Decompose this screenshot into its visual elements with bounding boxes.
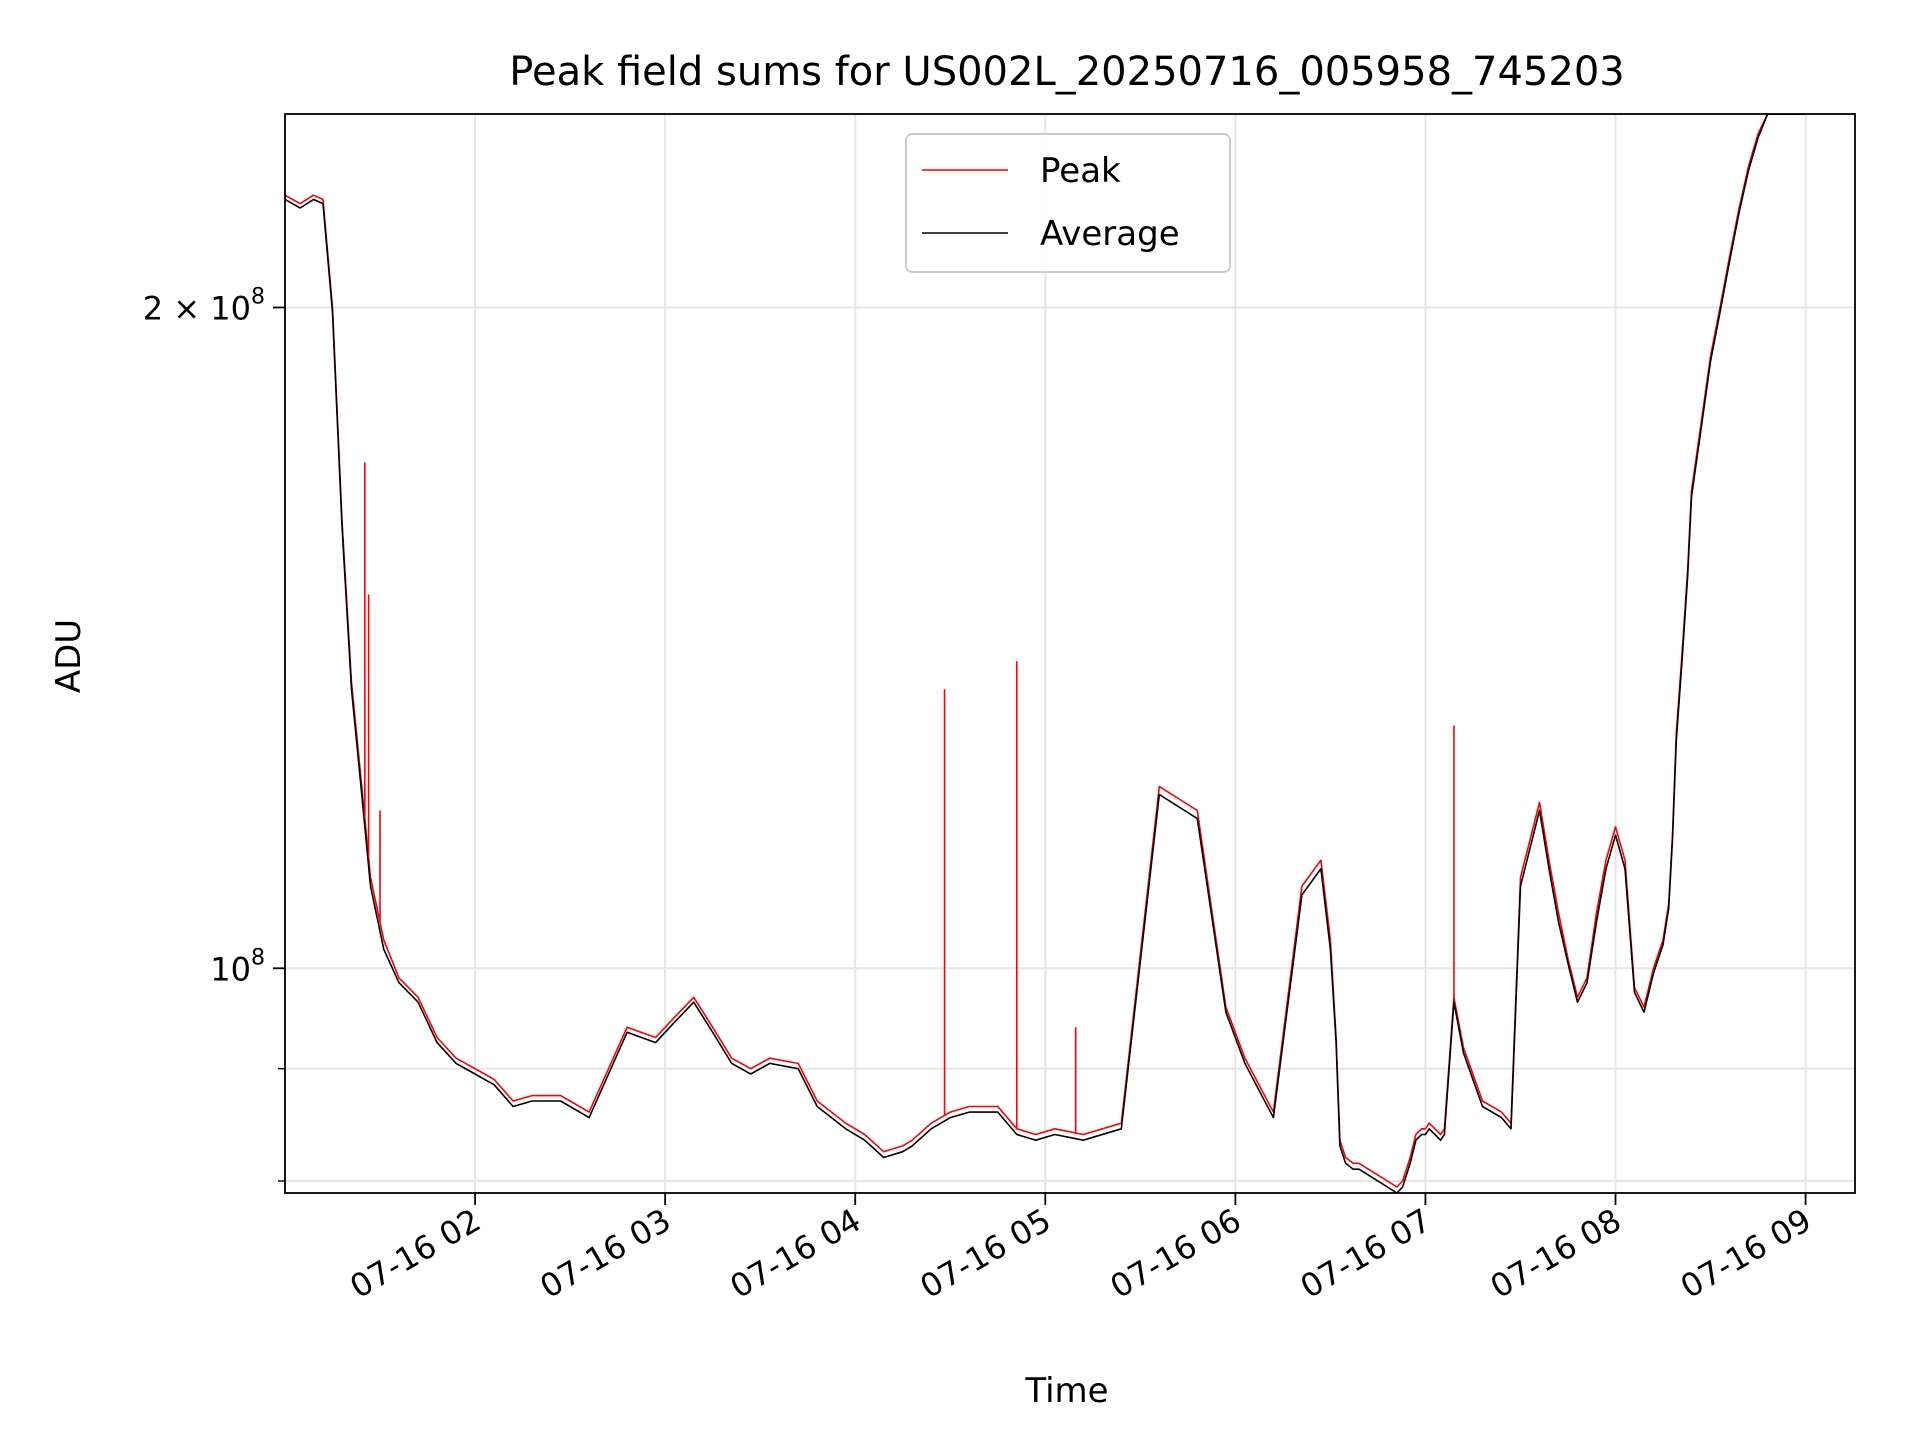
- legend-box: [905, 133, 1231, 273]
- grid-lines: [285, 114, 1855, 1193]
- legend-label-peak: Peak: [1040, 151, 1121, 191]
- y-tick-label: 108: [210, 945, 265, 988]
- series-line-average: [285, 114, 1806, 1193]
- series-layer: [285, 114, 1806, 1193]
- legend: Peak Average: [905, 133, 1231, 273]
- chart-title: Peak field sums for US002L_20250716_0059…: [509, 49, 1624, 95]
- y-axis: 108 2 × 108: [143, 284, 285, 1182]
- y-tick-label: 2 × 108: [143, 284, 265, 327]
- legend-label-average: Average: [1040, 214, 1180, 254]
- plot-frame: [284, 113, 1856, 1194]
- y-axis-label: ADU: [49, 619, 89, 693]
- x-axis-label: Time: [1024, 1371, 1108, 1411]
